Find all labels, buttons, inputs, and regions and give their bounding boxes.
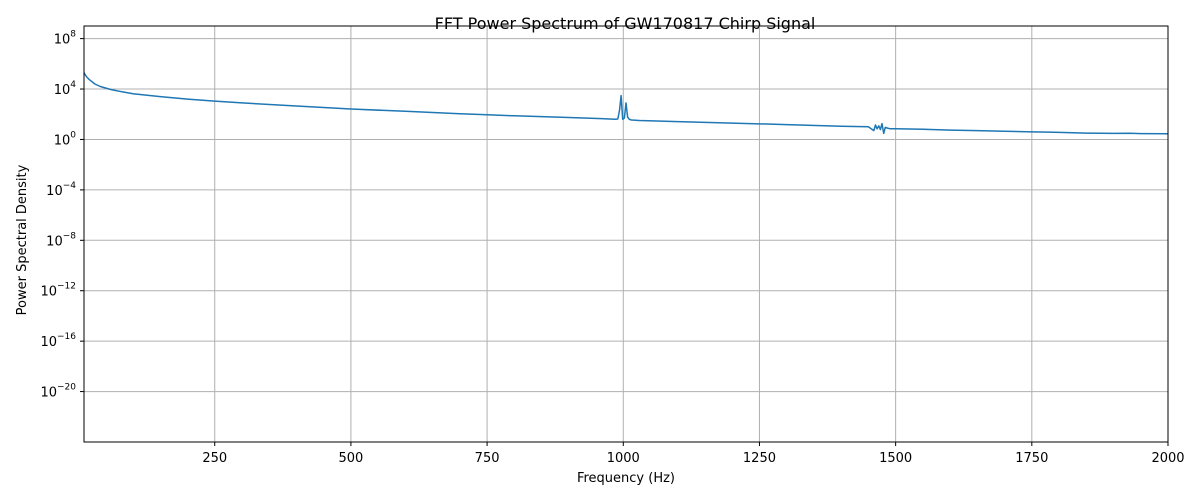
y-tick-exponent: 0: [70, 130, 76, 140]
y-tick-exponent: −4: [63, 181, 77, 191]
x-axis: 250 500 750 1000 1250 1500 1750 2000: [202, 442, 1185, 466]
x-tick-label: 750: [475, 451, 500, 466]
y-axis-label: Power Spectral Density: [15, 164, 30, 315]
series-line: [83, 72, 1169, 135]
y-tick-base: 10: [46, 184, 63, 199]
chart-title: FFT Power Spectrum of GW170817 Chirp Sig…: [435, 14, 816, 33]
y-tick-exponent: −20: [57, 383, 76, 393]
y-tick-label: 10−8: [46, 231, 76, 249]
y-tick-base: 10: [54, 33, 71, 48]
x-tick-label: 1250: [743, 451, 776, 466]
y-tick-base: 10: [40, 386, 57, 401]
y-tick-exponent: −8: [63, 231, 77, 241]
grid: [84, 26, 1169, 442]
y-tick-exponent: 8: [70, 30, 76, 40]
plot-area: [83, 72, 1169, 135]
y-tick-exponent: −12: [57, 282, 76, 292]
y-tick-label: 10−4: [46, 181, 76, 199]
y-tick-label: 100: [54, 130, 77, 148]
y-tick-base: 10: [40, 335, 57, 350]
axes-frame: [83, 25, 1169, 443]
y-tick-base: 10: [54, 133, 71, 148]
y-tick-exponent: 4: [70, 80, 76, 90]
x-tick-label: 1750: [1015, 451, 1048, 466]
x-tick-label: 1000: [607, 451, 640, 466]
y-tick-label: 104: [54, 80, 77, 98]
x-axis-label: Frequency (Hz): [577, 471, 675, 486]
y-tick-base: 10: [40, 285, 57, 300]
y-tick-base: 10: [54, 83, 71, 98]
x-tick-label: 1500: [879, 451, 912, 466]
x-tick-label: 500: [339, 451, 364, 466]
y-tick-label: 10−20: [40, 383, 76, 401]
y-tick-label: 108: [54, 30, 77, 48]
y-tick-base: 10: [46, 234, 63, 249]
x-tick-label: 250: [202, 451, 227, 466]
x-tick-label: 2000: [1151, 451, 1184, 466]
y-tick-label: 10−16: [40, 332, 76, 350]
y-tick-label: 10−12: [40, 282, 76, 300]
y-tick-exponent: −16: [57, 332, 76, 342]
